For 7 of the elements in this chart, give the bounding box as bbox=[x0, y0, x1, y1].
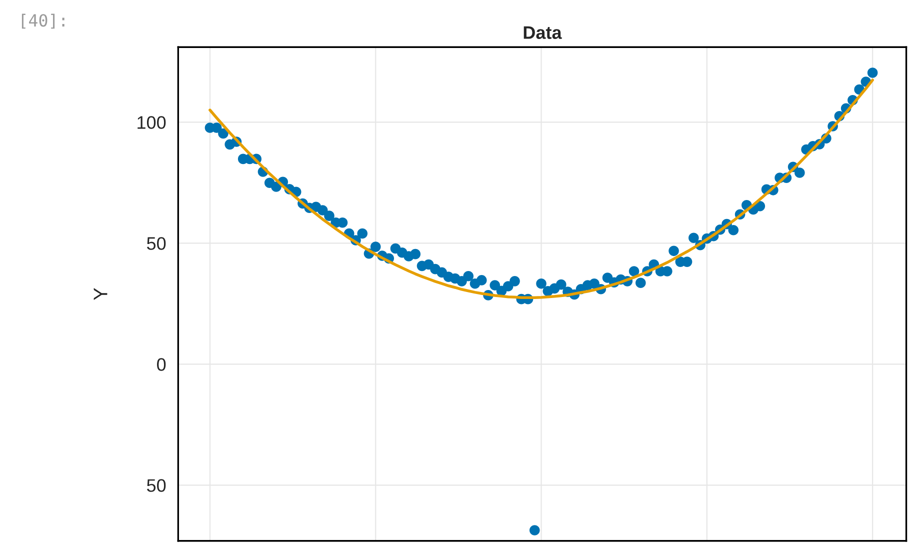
chart-title: Data bbox=[524, 26, 562, 39]
y-axis-title: Y bbox=[94, 288, 108, 300]
y-tick-label: 50 bbox=[147, 479, 166, 492]
y-tick-label: 0 bbox=[157, 358, 166, 371]
y-tick-label: 100 bbox=[138, 116, 166, 129]
text: [40]: bbox=[22, 14, 64, 29]
y-tick-label: 50 bbox=[147, 237, 166, 250]
